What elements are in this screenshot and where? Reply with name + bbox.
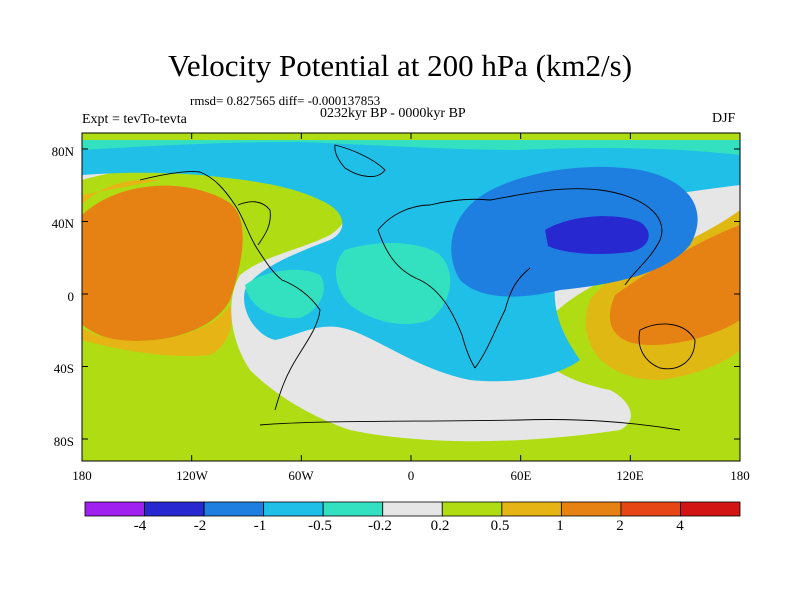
- period-label: 0232kyr BP - 0000kyr BP: [320, 106, 466, 121]
- colorbar-label: 2: [616, 518, 624, 534]
- lat-label: 40S: [53, 361, 74, 376]
- colorbar: [84, 501, 741, 517]
- colorbar-label: -0.5: [308, 518, 332, 534]
- axis-ticks: [81, 133, 741, 461]
- lon-label: 180: [72, 468, 92, 483]
- colorbar-swatch: [203, 501, 265, 517]
- lon-label: 60W: [288, 468, 314, 483]
- lon-label: 120W: [176, 468, 208, 483]
- lat-label: 80S: [53, 434, 74, 449]
- colorbar-label: -4: [133, 518, 147, 534]
- colorbar-label: -1: [253, 518, 267, 534]
- colorbar-swatch: [382, 501, 443, 517]
- lat-label: 0: [67, 289, 75, 304]
- map-title: Velocity Potential at 200 hPa (km2/s): [167, 48, 633, 83]
- experiment-label: Expt = tevTo-tevta: [82, 112, 187, 127]
- lon-label: 60E: [510, 468, 532, 483]
- lat-label: 80N: [51, 144, 74, 159]
- colorbar-swatch: [144, 501, 205, 517]
- lon-label: 120E: [616, 468, 644, 483]
- colorbar-swatch: [501, 501, 562, 517]
- lon-label: 0: [407, 468, 415, 483]
- colorbar-label: 1: [556, 518, 564, 534]
- colorbar-swatch: [263, 501, 324, 517]
- colorbar-swatch: [441, 501, 503, 517]
- colorbar-label: -0.2: [368, 518, 392, 534]
- colorbar-label: -2: [193, 518, 207, 534]
- colorbar-label: 4: [676, 518, 684, 534]
- stats-label: rmsd= 0.827565 diff= -0.000137853: [190, 93, 381, 108]
- colorbar-swatch: [84, 501, 145, 517]
- lat-label: 40N: [51, 216, 74, 231]
- colorbar-swatch: [560, 501, 622, 517]
- colorbar-swatch: [680, 501, 741, 517]
- season-label: DJF: [712, 111, 736, 126]
- colorbar-label: 0.5: [490, 518, 510, 534]
- colorbar-label: 0.2: [430, 518, 450, 534]
- lon-label: 180: [730, 468, 750, 483]
- colorbar-swatch: [620, 501, 681, 517]
- contour-fill: [82, 133, 740, 461]
- colorbar-swatch: [322, 501, 384, 517]
- coastlines: [139, 144, 696, 431]
